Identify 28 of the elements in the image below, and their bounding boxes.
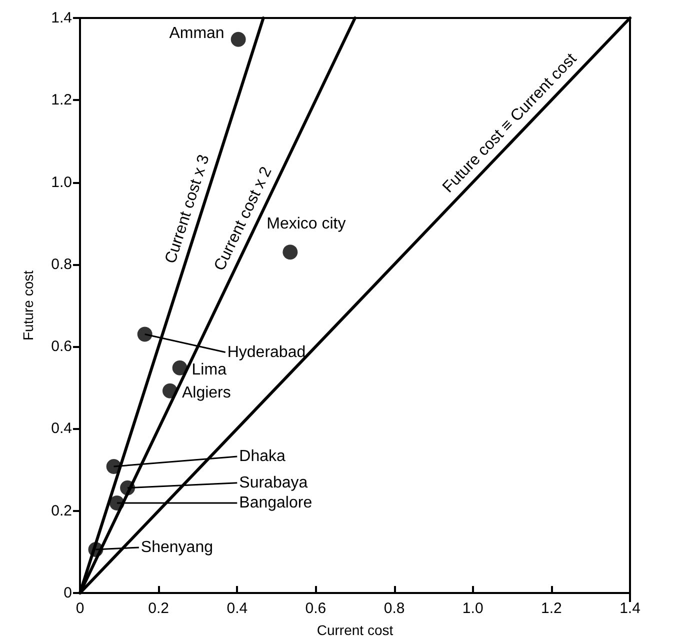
x-axis-title: Current cost [316, 622, 394, 638]
y-tick-label: 0.8 [51, 256, 72, 273]
y-tick-label: 0.4 [51, 420, 72, 438]
y-tick-label: 0.2 [51, 502, 72, 520]
x-tick-label: 0.8 [384, 600, 405, 617]
x-tick-label: 0.6 [305, 600, 326, 617]
annotation: Amman [169, 24, 224, 42]
annotation: Algiers [182, 384, 231, 402]
y-axis-title: Future cost [20, 270, 36, 341]
annotation: Mexico city [266, 216, 346, 233]
x-tick-label: 1.0 [462, 600, 484, 617]
y-tick-label: 1.2 [51, 92, 72, 109]
y-tick-label: 0.6 [51, 338, 72, 356]
annotation: Dhaka [239, 448, 286, 465]
annotation: Bangalore [239, 494, 312, 512]
annotation: Hyderabad [227, 344, 306, 361]
text: Current cost x 3 [162, 152, 213, 266]
annotation: Lima [192, 361, 227, 378]
x-tick-label: 0.4 [226, 600, 248, 617]
x-tick-label: 1.4 [620, 600, 640, 617]
annotation: Surabaya [239, 474, 308, 492]
y-tick-label: 0 [64, 584, 72, 602]
annotation: Shenyang [140, 538, 213, 556]
y-tick-label: 1.4 [51, 10, 72, 26]
x-tick-label: 0 [76, 600, 84, 617]
x-tick-label: 0.2 [148, 600, 169, 617]
x-tick-label: 1.2 [541, 600, 562, 617]
y-tick-label: 1.0 [51, 174, 72, 191]
